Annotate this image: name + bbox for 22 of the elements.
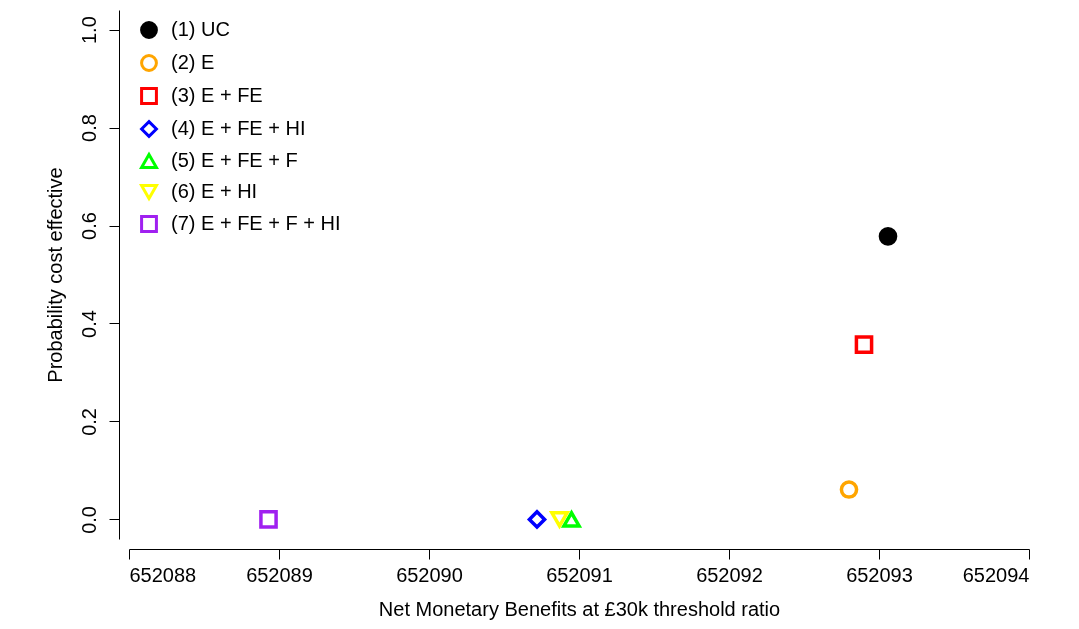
x-tick-label: 652092 <box>696 563 763 586</box>
legend-label: (1) UC <box>171 18 230 40</box>
legend-label: (3) E + FE <box>171 84 263 106</box>
y-axis-title: Probability cost effective <box>43 167 66 383</box>
y-tick-label: 0.0 <box>77 506 100 534</box>
legend-label: (4) E + FE + HI <box>171 117 306 139</box>
x-axis-title: Net Monetary Benefits at £30k threshold ratio <box>378 597 781 620</box>
x-tick-label: 652093 <box>846 563 913 586</box>
legend-label: (6) E + HI <box>171 180 258 202</box>
legend-label: (2) E <box>171 51 215 73</box>
x-tick-label: 652088 <box>129 563 197 586</box>
y-tick-label: 0.4 <box>77 310 100 338</box>
legend-label: (5) E + FE + F <box>171 149 298 171</box>
x-tick-label: 652091 <box>546 563 613 586</box>
x-tick-label: 652094 <box>962 563 1030 586</box>
y-tick-label: 0.2 <box>77 408 100 436</box>
y-tick-label: 0.6 <box>77 212 100 240</box>
y-tick-label: 1.0 <box>77 16 100 44</box>
legend-label: (7) E + FE + F + HI <box>171 212 341 234</box>
x-tick-label: 652090 <box>396 563 463 586</box>
x-tick-label: 652089 <box>246 563 313 586</box>
y-tick-label: 0.8 <box>77 114 100 142</box>
